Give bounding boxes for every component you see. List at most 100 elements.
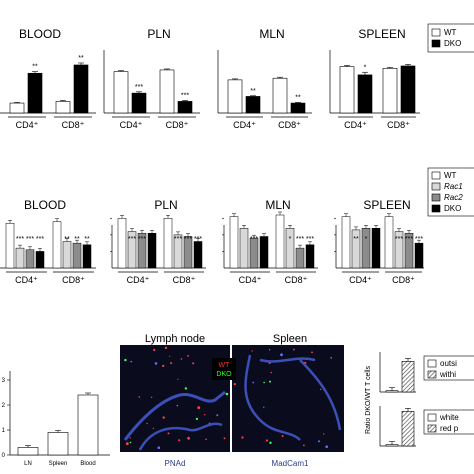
row2-bar-3-0-2 (361, 228, 371, 269)
row2-group-label-1-1: CD8⁺ (173, 275, 196, 285)
micro-dot (330, 356, 333, 359)
micro-dot (293, 348, 295, 351)
vessel-ln-2 (138, 422, 223, 451)
row2-legend-swatch-2 (431, 193, 441, 202)
row2-group-label-3-0: CD4⁺ (349, 275, 372, 285)
row1-bar-2-1-1 (290, 102, 306, 114)
micro-dot (146, 422, 148, 425)
micrograph-dots (124, 346, 333, 450)
row1-sig-0-1: ** (78, 55, 84, 62)
row2-title-0: BLOOD (24, 198, 66, 212)
vessel-ln (123, 390, 226, 441)
row2-bar-0-0-0 (5, 223, 15, 269)
row1-group-label-3-1: CD8⁺ (387, 120, 410, 130)
row3r-legend-label-1-1: red p (440, 424, 459, 433)
row2-bar-0-1-0 (52, 221, 62, 269)
row2-bar-3-0-0 (341, 216, 351, 269)
row1-title-3: SPLEEN (358, 27, 405, 41)
row1-bar-3-0-1 (357, 74, 373, 114)
row2-bar-0-1-2 (72, 242, 82, 269)
micro-dot (150, 396, 153, 398)
row2-group-label-2-0: CD4⁺ (239, 275, 262, 285)
row2-sig-0-1-1: ** (64, 236, 70, 243)
micro-dot (205, 438, 207, 441)
row1-group-label-1-0: CD4⁺ (120, 120, 143, 130)
row1-legend-label-1: DKO (444, 39, 461, 48)
micro-dot (311, 351, 313, 354)
row2-group-label-3-1: CD8⁺ (392, 275, 415, 285)
row3l-xlabel-0: LN (24, 461, 32, 467)
row3l-xlabel-2: Blood (80, 461, 95, 467)
row1-title-0: BLOOD (19, 27, 61, 41)
micro-dot (320, 388, 322, 391)
row2-legend-label-1: Rac1 (444, 182, 463, 191)
row2-sig-3-1-1: *** (395, 236, 403, 243)
micro-dot (125, 442, 129, 446)
row2-title-2: MLN (265, 198, 290, 212)
row2-sig-2-1-2: *** (296, 236, 304, 243)
micro-dot (129, 437, 131, 439)
row1-group-label-0-0: CD4⁺ (16, 120, 39, 130)
row1-legend-swatch-0 (431, 28, 441, 37)
row3l-ytick-label-3: 3 (2, 378, 6, 384)
row1-bar-1-0-1 (131, 92, 147, 114)
row1-group-label-1-1: CD8⁺ (166, 120, 189, 130)
row1-title-2: MLN (259, 27, 284, 41)
micro-dot (178, 439, 181, 442)
row1-sig-2-0: ** (250, 88, 256, 95)
micro-stain-left: PNAd (165, 459, 186, 468)
row1-sig-2-1: ** (295, 94, 301, 101)
row1-bar-3-1-1 (400, 65, 416, 114)
row2-bar-2-0-1 (239, 228, 249, 269)
row2-sig-3-0-1: ** (353, 236, 359, 243)
row3r-legend-swatch-0-1 (427, 370, 437, 379)
micro-dot (318, 440, 320, 443)
row2-bar-3-0-3 (371, 228, 381, 269)
row2-sig-1-0-1: *** (128, 236, 136, 243)
row2-legend-swatch-0 (431, 171, 441, 180)
micro-dot (157, 446, 161, 450)
row2-sig-2-1-1: * (289, 236, 292, 243)
row2-panels: BLOOD*** *** ***CD4⁺** ** **CD8⁺PLN*** *** ***… (0, 167, 474, 285)
micro-dot (184, 387, 188, 390)
micro-dot (130, 360, 133, 363)
row2-sig-3-1-2: *** (405, 236, 413, 243)
micro-stain-right: MadCam1 (272, 459, 309, 468)
row3l-ytick-label-0: 0 (2, 453, 6, 459)
row1-legend-swatch-1 (431, 39, 441, 48)
row2-group-label-1-0: CD4⁺ (127, 275, 150, 285)
row1-group-label-3-0: CD4⁺ (344, 120, 367, 130)
row2-bar-3-1-3 (414, 242, 424, 269)
row3l-bar-2 (77, 394, 99, 456)
micrograph-panel: WT DKO Lymph node Spleen PNAd MadCam1 (120, 333, 344, 468)
micro-dot (252, 381, 255, 384)
row1-group-label-0-1: CD8⁺ (62, 120, 85, 130)
micro-dot (197, 406, 201, 409)
row2-legend: WT Rac1 Rac2 DKO (427, 167, 474, 217)
micro-badge (212, 358, 236, 380)
micro-dot (269, 441, 272, 444)
row1-sig-1-0: *** (135, 84, 143, 91)
row1-sig-3-0: * (364, 64, 367, 71)
row1-bar-1-0-0 (113, 71, 129, 114)
micro-dot (154, 362, 158, 365)
row2-sig-3-1-3: *** (415, 236, 423, 243)
row1-legend: WT DKO (427, 23, 474, 53)
row1-panels: BLOOD**CD4⁺**CD8⁺PLN***CD4⁺***CD8⁺MLN**C… (0, 23, 474, 130)
row1-bar-2-0-0 (227, 79, 243, 114)
row2-legend-swatch-1 (431, 182, 441, 191)
row2-sig-0-1-3: ** (84, 236, 90, 243)
micro-dot (152, 427, 155, 430)
row2-sig-1-0-3: *** (148, 236, 156, 243)
row1-bar-2-1-0 (272, 77, 288, 114)
row2-group-label-0-0: CD4⁺ (15, 275, 38, 285)
micro-dot (195, 417, 198, 420)
micro-title-right: Spleen (273, 333, 307, 345)
row2-group-label-0-1: CD8⁺ (62, 275, 85, 285)
micro-dot (269, 349, 271, 351)
row3l-ytick-label-1: 1 (2, 428, 6, 434)
row2-legend-label-2: Rac2 (444, 193, 463, 202)
micro-dot (187, 355, 190, 357)
row3l-bar-1 (47, 432, 69, 456)
row1-bar-3-0-0 (339, 66, 355, 114)
